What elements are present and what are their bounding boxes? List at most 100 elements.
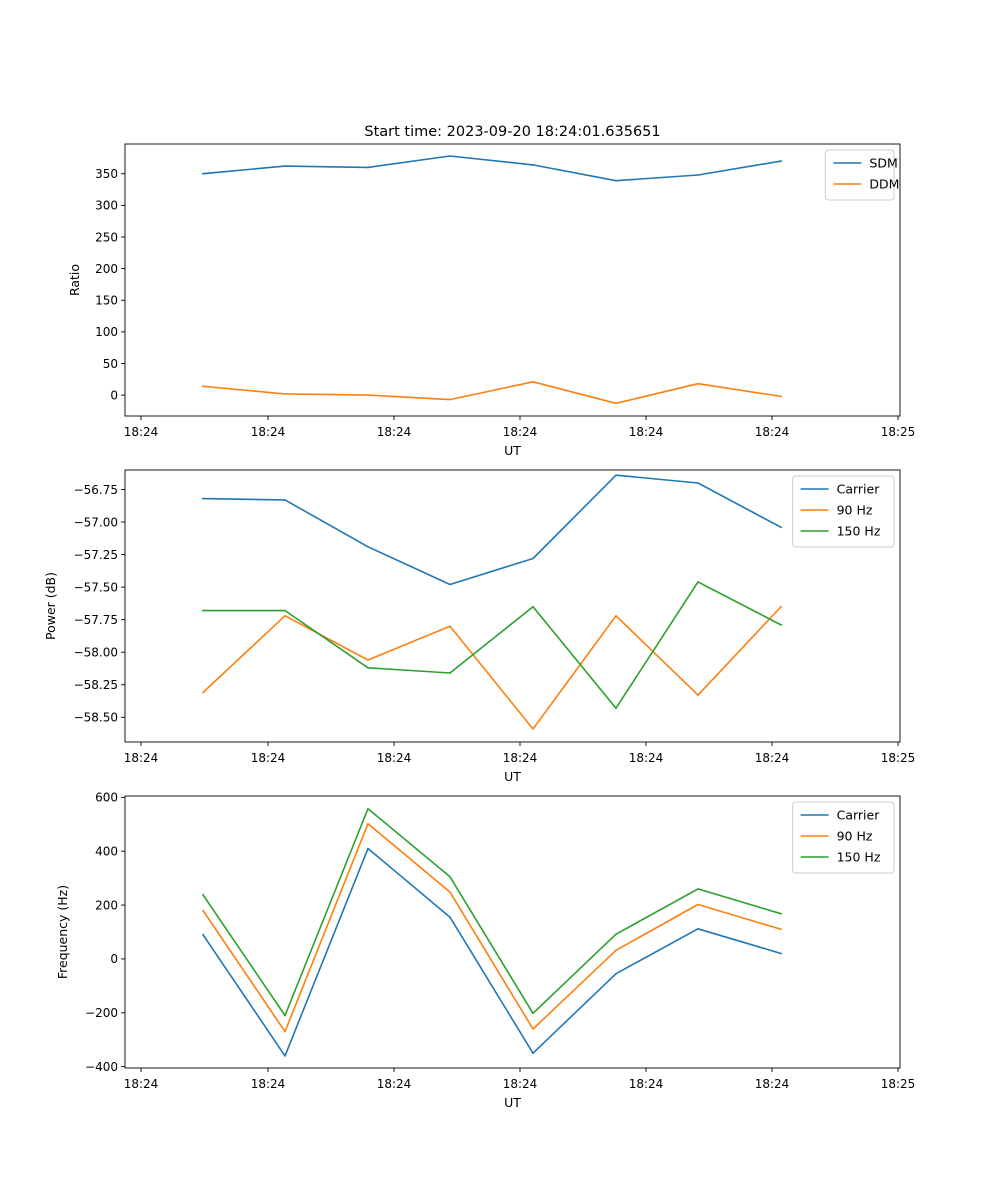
y-tick-label: −400 bbox=[85, 1060, 118, 1074]
data-point-sdm-1 bbox=[202, 172, 204, 175]
data-point-150-hz-1 bbox=[202, 609, 204, 612]
x-tick-label: 18:24 bbox=[629, 425, 664, 439]
y-tick-label: 200 bbox=[95, 262, 118, 276]
data-point-carrier-1 bbox=[202, 933, 204, 936]
data-point-90-hz-4 bbox=[449, 891, 451, 893]
data-point-90-hz-1 bbox=[202, 691, 204, 694]
x-axis-label: UT bbox=[504, 443, 521, 458]
y-axis-label: Power (dB) bbox=[43, 572, 58, 640]
legend-label-90-hz: 90 Hz bbox=[837, 829, 873, 844]
chart-panel-2: 18:24 18:24 18:24 18:24 18:24 18:24 18:25 −56.7… bbox=[43, 469, 916, 784]
series-line-sdm bbox=[202, 155, 782, 182]
y-tick-label: 0 bbox=[110, 388, 118, 402]
x-tick-label: 18:24 bbox=[251, 751, 286, 765]
series-line-carrier bbox=[202, 474, 783, 586]
data-point-carrier-8 bbox=[780, 952, 782, 955]
data-point-150-hz-2 bbox=[284, 1014, 286, 1017]
x-tick-label: 18:24 bbox=[503, 1077, 538, 1091]
data-point-150-hz-5 bbox=[532, 1012, 534, 1015]
data-point-90-hz-5 bbox=[532, 1028, 534, 1030]
y-tick-label: 400 bbox=[95, 845, 118, 859]
data-point-sdm-8 bbox=[780, 160, 782, 162]
data-point-sdm-4 bbox=[449, 155, 451, 157]
data-point-90-hz-4 bbox=[449, 625, 451, 627]
y-tick-label: 250 bbox=[95, 230, 118, 244]
chart-panel-1: Start time: 2023-09-20 18:24:01.635651 18… bbox=[67, 124, 915, 458]
data-point-150-hz-8 bbox=[780, 624, 782, 626]
x-tick-label: 18:24 bbox=[124, 425, 159, 439]
data-point-sdm-3 bbox=[367, 166, 369, 169]
data-point-ddm-5 bbox=[532, 381, 534, 383]
y-axis-label: Frequency (Hz) bbox=[55, 885, 70, 979]
legend: Carrier 90 Hz 150 Hz bbox=[792, 801, 895, 874]
legend-box bbox=[792, 801, 895, 874]
data-point-90-hz-3 bbox=[367, 822, 369, 825]
axes-frame bbox=[124, 795, 901, 1069]
legend: Carrier 90 Hz 150 Hz bbox=[792, 475, 895, 548]
y-tick-label: 150 bbox=[95, 294, 118, 308]
y-tick-label: −57.50 bbox=[74, 580, 118, 594]
data-point-sdm-7 bbox=[697, 174, 699, 176]
data-point-150-hz-6 bbox=[615, 707, 617, 709]
x-tick-label: 18:24 bbox=[124, 1077, 159, 1091]
y-tick-label: −57.75 bbox=[74, 613, 118, 627]
series-line-150-hz bbox=[202, 581, 783, 710]
series-line-90-hz bbox=[201, 822, 782, 1033]
x-tick-label: 18:24 bbox=[629, 751, 664, 765]
series-line-90-hz bbox=[201, 605, 783, 730]
y-tick-label: 350 bbox=[95, 167, 118, 181]
x-tick-label: 18:24 bbox=[124, 751, 159, 765]
data-point-sdm-5 bbox=[532, 164, 534, 166]
x-tick-label: 18:24 bbox=[755, 425, 790, 439]
data-point-carrier-3 bbox=[367, 847, 369, 850]
legend-label-90-hz: 90 Hz bbox=[837, 503, 873, 518]
legend: SDM DDM bbox=[824, 149, 899, 201]
data-point-carrier-5 bbox=[532, 1052, 534, 1054]
data-point-sdm-2 bbox=[284, 165, 286, 167]
x-tick-label: 18:24 bbox=[377, 1077, 412, 1091]
data-point-150-hz-5 bbox=[532, 605, 534, 608]
data-point-carrier-7 bbox=[697, 482, 699, 484]
series-line-150-hz bbox=[201, 807, 782, 1017]
data-point-90-hz-8 bbox=[780, 605, 782, 608]
data-point-90-hz-7 bbox=[697, 903, 699, 906]
data-point-carrier-5 bbox=[532, 557, 534, 560]
data-point-ddm-7 bbox=[697, 382, 699, 385]
x-axis-label: UT bbox=[504, 769, 521, 784]
data-point-ddm-2 bbox=[284, 393, 286, 395]
chart-panel-3: 18:24 18:24 18:24 18:24 18:24 18:24 18:25 600 40… bbox=[55, 791, 915, 1110]
data-point-90-hz-6 bbox=[615, 949, 617, 952]
y-axis-label: Ratio bbox=[67, 264, 82, 296]
legend-label-150-hz: 150 Hz bbox=[837, 524, 881, 539]
data-point-ddm-3 bbox=[367, 394, 369, 396]
data-point-90-hz-8 bbox=[780, 928, 782, 931]
data-point-150-hz-2 bbox=[284, 609, 286, 612]
x-tick-label: 18:24 bbox=[503, 425, 538, 439]
x-tick-label: 18:24 bbox=[629, 1077, 664, 1091]
data-point-carrier-1 bbox=[202, 497, 204, 500]
legend-label-ddm: DDM bbox=[869, 177, 899, 192]
data-point-90-hz-1 bbox=[202, 909, 204, 912]
legend-label-carrier: Carrier bbox=[837, 808, 881, 823]
data-point-90-hz-5 bbox=[532, 728, 534, 730]
data-point-150-hz-4 bbox=[449, 672, 451, 674]
data-point-ddm-6 bbox=[615, 402, 617, 405]
y-tick-label: 600 bbox=[95, 791, 118, 805]
data-point-150-hz-7 bbox=[697, 581, 699, 583]
y-tick-label: −56.75 bbox=[74, 483, 118, 497]
axes-frame bbox=[124, 469, 901, 743]
x-tick-label: 18:25 bbox=[881, 1077, 916, 1091]
series-line-ddm bbox=[202, 380, 782, 405]
y-tick-label: −58.25 bbox=[74, 678, 118, 692]
y-tick-label: 0 bbox=[110, 952, 118, 966]
data-point-carrier-3 bbox=[367, 545, 369, 548]
data-point-carrier-2 bbox=[284, 499, 286, 501]
data-point-150-hz-6 bbox=[615, 933, 617, 935]
x-tick-label: 18:24 bbox=[755, 751, 790, 765]
y-tick-label: −58.50 bbox=[74, 711, 118, 725]
data-point-carrier-4 bbox=[449, 583, 451, 586]
y-tick-label: −57.00 bbox=[74, 515, 118, 529]
x-tick-label: 18:25 bbox=[881, 751, 916, 765]
data-point-150-hz-7 bbox=[697, 888, 699, 890]
